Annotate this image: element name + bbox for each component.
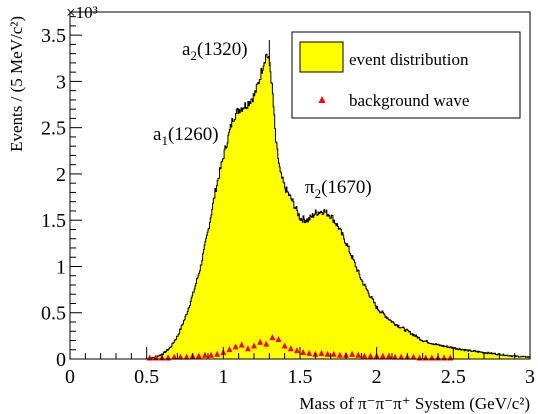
y-tick-label: 1 (56, 256, 66, 278)
legend-label-background-wave: background wave (349, 91, 469, 110)
y-tick-label: 2.5 (41, 118, 66, 140)
background-wave-marker (324, 350, 331, 357)
background-wave-marker (361, 352, 368, 359)
x-tick-label: 2 (372, 366, 382, 388)
peak-annotation: a1(1260) (153, 124, 219, 148)
background-wave-marker (306, 349, 313, 356)
legend-label-event-distribution: event distribution (349, 50, 469, 69)
background-wave-marker (410, 353, 417, 360)
background-wave-marker (330, 350, 337, 357)
background-wave-marker (263, 340, 270, 347)
background-wave-marker (183, 353, 190, 360)
background-wave-marker (318, 349, 325, 356)
background-wave-marker (269, 334, 276, 341)
y-tick-label: 3 (56, 71, 66, 93)
background-wave-marker (226, 346, 233, 353)
background-wave-marker (257, 338, 264, 345)
y-tick-label: 2 (56, 164, 66, 186)
y-multiplier-label: ×10³ (66, 3, 98, 22)
legend-swatch-event-distribution (299, 41, 344, 73)
background-wave-marker (177, 353, 184, 360)
background-wave-marker (214, 350, 221, 357)
background-wave-marker (275, 335, 282, 342)
background-wave-marker (251, 342, 257, 349)
peak-annotations: a2(1320) a1(1260) π2(1670) (153, 39, 372, 201)
y-tick-label: 3.5 (41, 25, 66, 47)
background-wave-marker (171, 353, 178, 360)
background-wave-marker (392, 353, 399, 360)
background-wave-marker (201, 351, 208, 358)
background-wave-marker (293, 347, 300, 354)
event-distribution-area (70, 54, 531, 360)
background-wave-marker (349, 350, 356, 357)
background-wave-marker (336, 351, 343, 358)
background-wave-marker (208, 351, 215, 358)
x-tick-label: 0 (65, 366, 75, 388)
background-wave-marker (195, 352, 202, 359)
legend-marker-background-wave (318, 96, 326, 103)
background-wave-marker (379, 352, 386, 359)
background-wave-marker (238, 341, 245, 348)
x-tick-label: 1 (218, 366, 228, 388)
y-axis-label: Events / (5 MeV/c²) (7, 16, 26, 152)
peak-annotation: π2(1670) (305, 177, 372, 201)
x-axis-ticks: 0 0.5 1 1.5 2 2.5 3 (65, 347, 535, 388)
background-wave-marker (398, 353, 405, 360)
y-axis-ticks: 0 0.5 1 1.5 2 2.5 3 3.5 (41, 16, 82, 371)
background-wave-marker (355, 351, 362, 358)
background-wave-marker (244, 345, 251, 352)
legend: event distribution background wave (291, 31, 521, 119)
background-wave-marker (385, 352, 392, 359)
x-tick-label: 3 (525, 366, 535, 388)
background-wave-marker (287, 345, 294, 352)
y-tick-label: 0 (56, 349, 66, 371)
x-tick-label: 1.5 (288, 366, 313, 388)
x-tick-label: 2.5 (441, 366, 466, 388)
background-wave-marker (232, 343, 239, 350)
x-axis-label: Mass of π⁻π⁻π⁺ System (GeV/c²) (299, 394, 530, 413)
event-distribution-outline (70, 53, 531, 360)
background-wave-marker (300, 348, 307, 355)
peak-annotation: a2(1320) (182, 39, 248, 63)
background-wave-marker (281, 342, 288, 349)
y-tick-label: 1.5 (41, 210, 66, 232)
x-tick-label: 0.5 (134, 366, 159, 388)
y-tick-label: 0.5 (41, 303, 66, 325)
background-wave-marker (367, 352, 374, 359)
